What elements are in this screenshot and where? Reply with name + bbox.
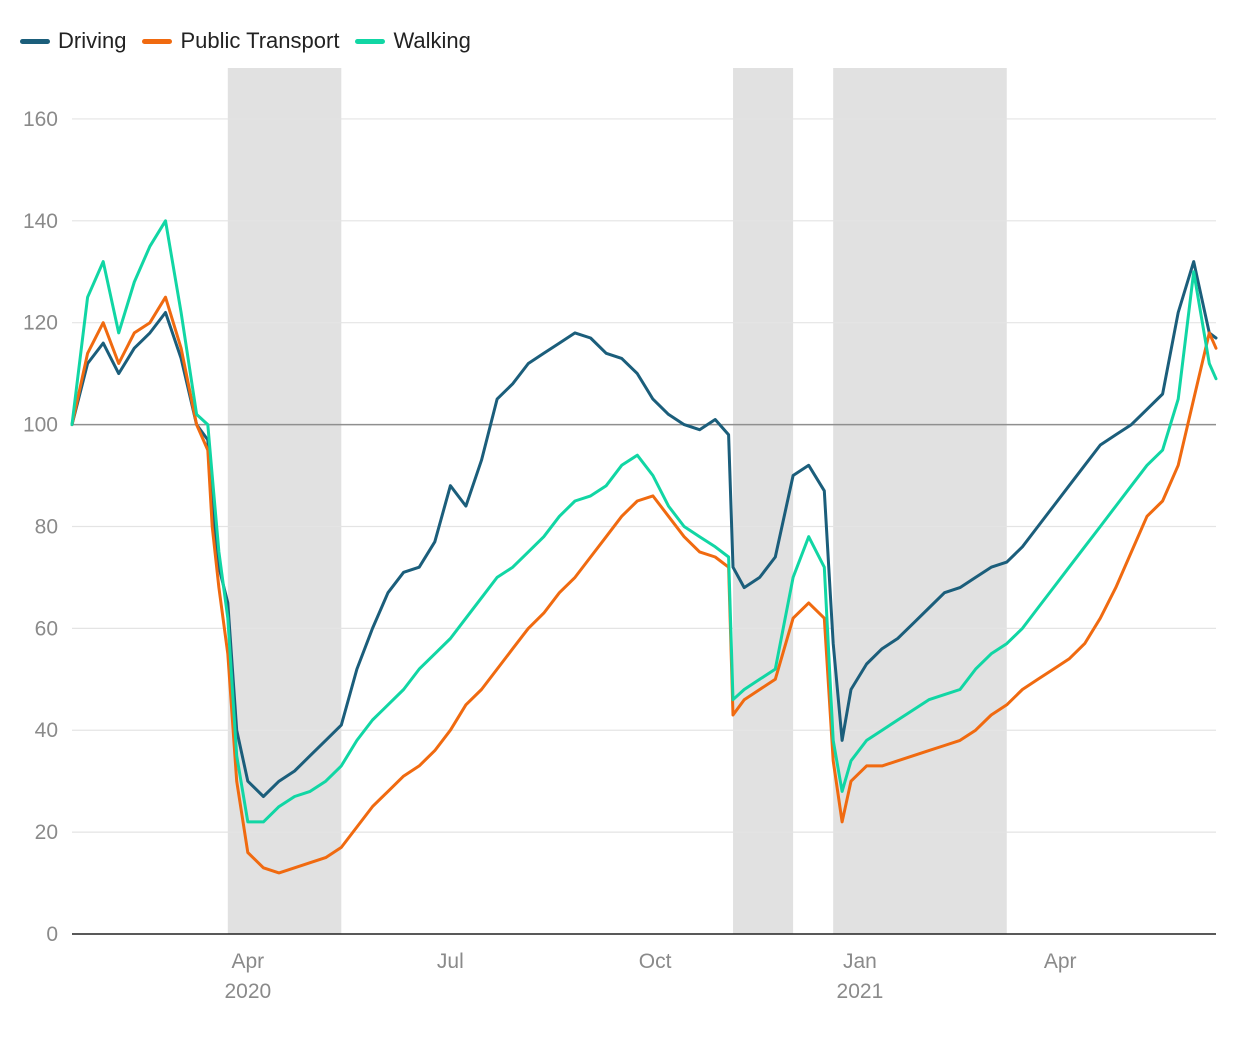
y-tick-label-20: 20 <box>35 821 58 844</box>
y-tick-label-0: 0 <box>46 923 58 946</box>
legend: Driving Public Transport Walking <box>20 28 471 54</box>
legend-label-walking: Walking <box>393 28 471 53</box>
shaded-period-1 <box>733 68 794 934</box>
x-tick-sublabel-0: 2020 <box>224 980 271 1003</box>
x-tick-label-4: Apr <box>1044 950 1077 973</box>
y-tick-label-100: 100 <box>23 414 58 437</box>
legend-swatch-driving <box>20 38 50 44</box>
x-tick-label-3: Jan <box>843 950 877 973</box>
legend-label-driving: Driving <box>58 28 127 53</box>
shaded-period-2 <box>833 68 1007 934</box>
legend-label-public-transport: Public Transport <box>180 28 340 53</box>
shaded-periods <box>227 68 1007 934</box>
y-tick-label-80: 80 <box>35 515 58 538</box>
y-tick-label-140: 140 <box>23 210 58 233</box>
series-line-public-transport <box>70 295 1218 875</box>
x-tick-label-1: Jul <box>437 950 464 973</box>
legend-item-public-transport[interactable]: Public Transport <box>142 28 339 54</box>
y-tick-label-160: 160 <box>23 108 58 131</box>
axes: Apr 2020 Jul Oct Jan 2021 Apr <box>72 933 1216 1003</box>
y-tick-label-40: 40 <box>35 719 58 742</box>
legend-item-driving[interactable]: Driving <box>20 28 126 54</box>
x-tick-label-2: Oct <box>639 950 672 973</box>
series-line-walking <box>70 219 1218 824</box>
legend-item-walking[interactable]: Walking <box>355 28 471 54</box>
series-lines <box>70 219 1218 875</box>
y-tick-label-60: 60 <box>35 617 58 640</box>
legend-swatch-public-transport <box>142 38 173 44</box>
shaded-period-0 <box>227 68 342 934</box>
x-tick-sublabel-3: 2021 <box>837 980 884 1003</box>
y-tick-label-120: 120 <box>23 312 58 335</box>
legend-swatch-walking <box>355 38 386 44</box>
x-tick-label-0: Apr <box>231 950 264 973</box>
series-line-driving <box>70 260 1218 798</box>
